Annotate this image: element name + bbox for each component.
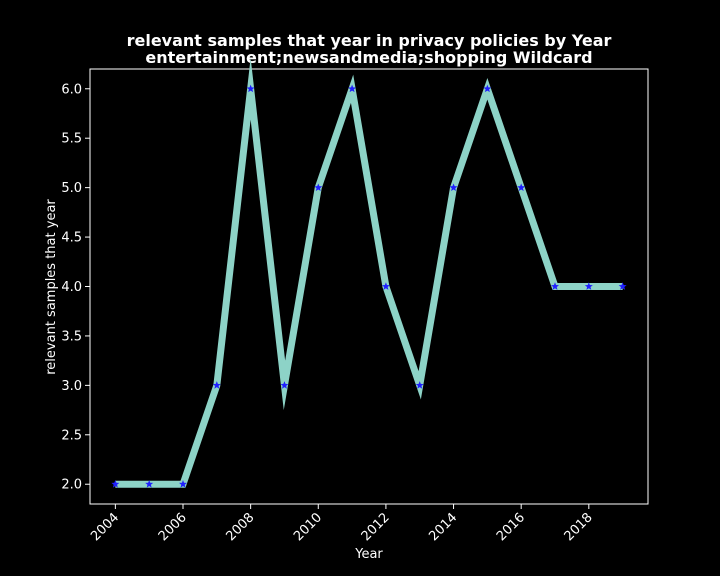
- y-tick-label: 6.0: [61, 82, 82, 97]
- data-point-marker: [348, 84, 357, 93]
- chart-title: relevant samples that year in privacy po…: [127, 31, 612, 50]
- data-point-marker: [618, 282, 627, 290]
- data-point-marker: [212, 381, 221, 389]
- data-point-marker: [483, 84, 492, 93]
- x-axis-label: Year: [354, 547, 383, 562]
- y-tick-label: 4.0: [61, 280, 82, 295]
- series-line: [115, 57, 623, 488]
- y-tick-label: 5.5: [61, 132, 82, 147]
- data-point-marker: [584, 282, 593, 290]
- y-tick-label: 3.0: [61, 379, 82, 394]
- data-point-marker: [381, 282, 390, 290]
- chart-subtitle: entertainment;newsandmedia;shopping Wild…: [145, 48, 592, 67]
- y-tick-label: 5.0: [61, 181, 82, 196]
- y-tick-label: 4.5: [61, 231, 82, 246]
- y-tick-label: 2.0: [61, 478, 82, 493]
- data-point-marker: [280, 381, 289, 389]
- y-tick-label: 3.5: [61, 329, 82, 344]
- y-tick-label: 2.5: [61, 428, 82, 443]
- data-point-marker: [179, 480, 187, 488]
- data-point-marker: [145, 480, 154, 488]
- data-point-marker: [111, 480, 120, 488]
- data-point-marker: [551, 282, 559, 290]
- y-axis-label: relevant samples that year: [44, 199, 59, 375]
- data-point-marker: [314, 183, 323, 192]
- data-point-marker: [449, 183, 458, 192]
- data-point-marker: [517, 183, 526, 192]
- data-point-marker: [246, 84, 255, 93]
- data-point-marker: [415, 381, 424, 389]
